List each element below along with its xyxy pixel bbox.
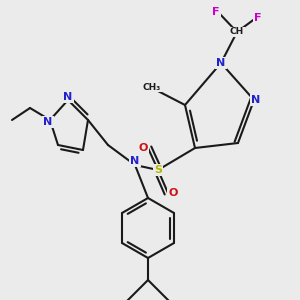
Text: N: N [63, 92, 73, 102]
Text: N: N [216, 58, 226, 68]
Text: F: F [254, 13, 262, 23]
Text: N: N [44, 117, 52, 127]
Text: O: O [138, 143, 148, 153]
Text: N: N [130, 156, 140, 166]
Text: S: S [154, 165, 162, 175]
Text: O: O [168, 188, 178, 198]
Text: F: F [212, 7, 220, 17]
Text: CH: CH [230, 28, 244, 37]
Text: CH₃: CH₃ [143, 82, 161, 91]
Text: N: N [251, 95, 261, 105]
